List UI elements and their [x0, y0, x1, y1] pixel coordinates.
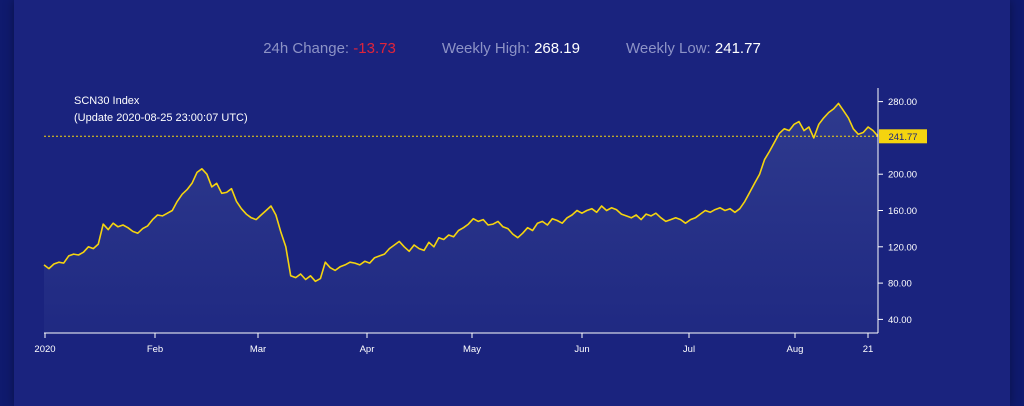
change-stat: 24h Change: -13.73 [263, 40, 396, 57]
y-tick-label: 80.00 [888, 279, 912, 290]
weekly-low-stat: Weekly Low: 241.77 [626, 40, 761, 57]
x-tick-label: Mar [250, 344, 266, 355]
x-tick-label: Aug [787, 344, 804, 355]
chart-title: SCN30 Index [74, 95, 140, 107]
y-tick-label: 280.00 [888, 97, 917, 108]
area-fill [44, 103, 878, 334]
y-tick-label: 40.00 [888, 315, 912, 326]
x-tick-label: Jul [683, 344, 695, 355]
y-tick-label: 200.00 [888, 170, 917, 181]
weekly-low-value: 241.77 [714, 40, 761, 57]
weekly-low-label: Weekly Low: [625, 40, 711, 57]
stats-bar: 24h Change: -13.73 Weekly High: 268.19 W… [0, 40, 1024, 57]
weekly-high-label: Weekly High: [441, 40, 530, 57]
x-tick-label: Apr [360, 344, 375, 355]
x-tick-label: May [463, 344, 481, 355]
x-tick-label: Feb [147, 344, 163, 355]
x-tick-label: 2020 [34, 344, 55, 355]
last-value-marker [879, 129, 927, 144]
change-label: 24h Change: [263, 40, 350, 57]
change-value: -13.73 [353, 40, 396, 57]
weekly-high-stat: Weekly High: 268.19 [442, 40, 580, 57]
x-tick-label: Jun [574, 344, 589, 355]
x-tick-label: 21 [863, 344, 874, 355]
price-line [43, 102, 879, 283]
y-tick-label: 160.00 [888, 206, 917, 217]
weekly-high-value: 268.19 [534, 40, 580, 57]
last-value-marker-label: 241.77 [888, 132, 917, 143]
chart-subtitle: (Update 2020-08-25 23:00:07 UTC) [74, 112, 248, 124]
y-tick-label: 120.00 [888, 242, 917, 253]
